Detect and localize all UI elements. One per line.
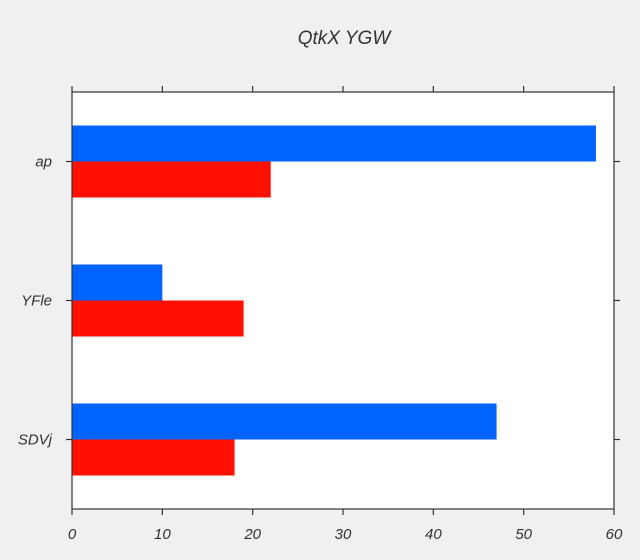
chart-title: QtkX YGW (298, 28, 393, 49)
bar-ap-series-1 (72, 125, 596, 162)
x-tick-label: 50 (515, 526, 532, 543)
bars-group (72, 125, 596, 476)
bar-sdvj-series-2 (72, 439, 235, 476)
bar-sdvj-series-1 (72, 403, 497, 440)
x-tick-label: 20 (243, 526, 261, 543)
bar-ap-series-2 (72, 161, 271, 198)
y-tick-label-ap: ap (35, 154, 52, 171)
bar-yfle-series-2 (72, 300, 244, 337)
x-tick-label: 60 (606, 526, 623, 543)
x-tick-label: 30 (335, 526, 352, 543)
y-tick-label-yfle: YFle (21, 293, 52, 310)
y-tick-label-sdvj: SDVj (18, 432, 53, 449)
x-tick-label: 0 (68, 526, 77, 543)
bar-yfle-series-1 (72, 264, 163, 301)
axes-group: 0 10 20 30 40 50 60 ap YFle SDVj (18, 86, 623, 543)
x-tick-label: 40 (425, 526, 442, 543)
x-tick-label: 10 (154, 526, 171, 543)
